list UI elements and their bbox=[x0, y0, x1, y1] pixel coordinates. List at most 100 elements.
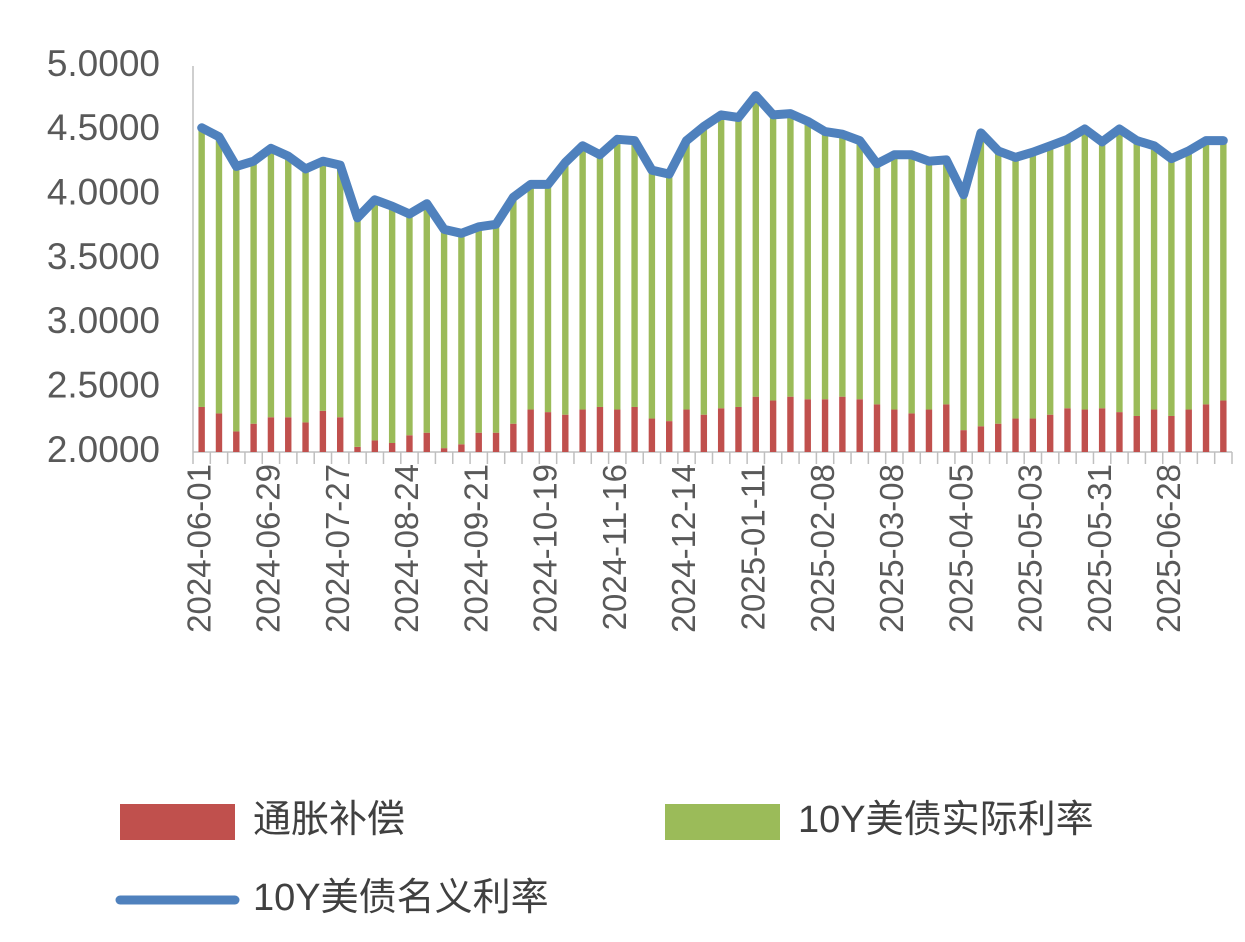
bar bbox=[752, 396, 759, 452]
bar bbox=[821, 131, 829, 400]
bar bbox=[336, 417, 344, 452]
bar bbox=[233, 166, 240, 432]
bar bbox=[1029, 152, 1037, 419]
bar bbox=[614, 139, 621, 410]
y-tick-label: 2.0000 bbox=[47, 429, 160, 470]
bar bbox=[700, 126, 708, 415]
bar bbox=[925, 409, 933, 452]
bar bbox=[423, 203, 430, 433]
bar bbox=[873, 404, 881, 452]
x-tick-label: 2025-03-08 bbox=[873, 464, 910, 633]
bar bbox=[977, 132, 985, 427]
bar bbox=[371, 199, 379, 441]
legend-label: 10Y美债实际利率 bbox=[798, 799, 1094, 841]
bar bbox=[700, 414, 708, 452]
bar bbox=[510, 197, 517, 424]
y-tick-label: 3.5000 bbox=[47, 236, 160, 277]
legend-label: 10Y美债名义利率 bbox=[253, 877, 549, 919]
bar bbox=[1064, 408, 1071, 452]
bar bbox=[1168, 415, 1175, 452]
x-tick-label: 2025-02-08 bbox=[804, 464, 841, 633]
bar bbox=[1098, 141, 1106, 409]
bar bbox=[995, 423, 1002, 452]
bar bbox=[423, 432, 430, 452]
bar bbox=[1012, 157, 1019, 419]
x-tick-label: 2025-05-31 bbox=[1081, 464, 1118, 633]
bar bbox=[458, 233, 465, 445]
bar bbox=[1012, 418, 1019, 452]
x-tick-label: 2025-06-28 bbox=[1150, 464, 1187, 633]
bar bbox=[492, 224, 500, 433]
bar bbox=[1116, 129, 1123, 413]
bar bbox=[215, 136, 223, 414]
bar bbox=[769, 114, 777, 401]
x-tick-label: 2024-11-16 bbox=[596, 464, 633, 630]
bar bbox=[1029, 418, 1037, 452]
bar bbox=[960, 430, 967, 452]
x-tick-label: 2024-09-21 bbox=[457, 464, 494, 633]
bar bbox=[856, 140, 863, 400]
bar bbox=[1150, 409, 1158, 452]
bar bbox=[579, 145, 586, 410]
bar bbox=[1133, 415, 1140, 452]
bar bbox=[1064, 139, 1071, 409]
bar bbox=[873, 163, 881, 405]
bar bbox=[198, 127, 205, 407]
bar bbox=[943, 159, 950, 405]
bar bbox=[198, 406, 205, 452]
bar bbox=[336, 165, 344, 418]
bar bbox=[562, 162, 569, 415]
bar bbox=[250, 423, 257, 452]
x-tick-label: 2024-06-29 bbox=[250, 464, 287, 633]
bar bbox=[302, 168, 309, 423]
y-tick-label: 4.5000 bbox=[47, 107, 160, 148]
bar bbox=[458, 444, 465, 452]
bar bbox=[631, 406, 638, 452]
bar bbox=[1098, 408, 1106, 452]
bar bbox=[1220, 140, 1227, 401]
bar bbox=[717, 114, 725, 409]
bar bbox=[1220, 400, 1227, 452]
bar bbox=[596, 154, 604, 407]
bar bbox=[1202, 140, 1210, 405]
bar bbox=[1168, 158, 1175, 416]
bar bbox=[215, 413, 223, 452]
bar bbox=[267, 148, 275, 418]
bar bbox=[683, 409, 690, 452]
bar bbox=[648, 418, 656, 452]
legend-swatch bbox=[665, 804, 780, 840]
bar bbox=[406, 435, 413, 452]
bar bbox=[1133, 140, 1140, 416]
bar bbox=[631, 140, 638, 407]
x-tick-label: 2025-01-11 bbox=[735, 464, 772, 630]
y-tick-label: 4.0000 bbox=[47, 171, 160, 212]
bar bbox=[544, 412, 552, 452]
y-tick-label: 5.0000 bbox=[47, 43, 160, 84]
bar bbox=[943, 404, 950, 452]
bar bbox=[544, 184, 552, 413]
bar bbox=[908, 413, 915, 452]
x-tick-label: 2024-06-01 bbox=[180, 464, 217, 633]
bar bbox=[475, 432, 482, 452]
bar bbox=[388, 206, 396, 443]
bar bbox=[1046, 414, 1054, 452]
bar bbox=[354, 446, 361, 452]
bar bbox=[475, 226, 482, 433]
bar bbox=[250, 161, 257, 424]
bar bbox=[492, 432, 500, 452]
bar bbox=[769, 400, 777, 452]
bar bbox=[717, 408, 725, 452]
bar bbox=[891, 154, 898, 410]
bar bbox=[1150, 145, 1158, 410]
bar bbox=[371, 440, 379, 452]
bar bbox=[908, 154, 915, 414]
bar bbox=[1046, 145, 1054, 415]
x-tick-label: 2024-08-24 bbox=[388, 464, 425, 633]
bar bbox=[666, 421, 673, 452]
bar bbox=[666, 174, 673, 422]
bar bbox=[302, 422, 309, 452]
bar bbox=[1185, 150, 1192, 410]
bar bbox=[995, 150, 1002, 424]
bar bbox=[285, 156, 292, 418]
